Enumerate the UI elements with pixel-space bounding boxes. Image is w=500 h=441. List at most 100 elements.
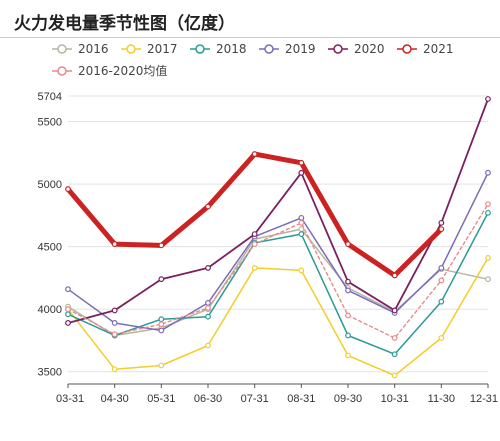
legend: 2016 2017 2018 2019 2020 2021 2016-2020均值 — [52, 42, 454, 78]
legend-label: 2017 — [147, 42, 178, 56]
x-tick-label: 08-31 — [287, 393, 315, 405]
data-point — [485, 201, 491, 207]
data-point — [205, 305, 211, 311]
x-tick-label: 07-31 — [241, 393, 269, 405]
x-tick-label: 10-31 — [381, 393, 409, 405]
data-point — [438, 226, 445, 233]
data-point — [65, 311, 71, 318]
x-tick-label: 09-30 — [334, 393, 362, 405]
y-tick-label: 4000 — [38, 304, 62, 316]
y-tick-label: 5500 — [38, 117, 62, 129]
series-line — [67, 98, 489, 324]
series-line — [65, 151, 444, 278]
legend-item[interactable]: 2018 — [190, 42, 247, 56]
data-point — [298, 159, 305, 166]
data-point — [345, 312, 351, 319]
data-point — [205, 265, 211, 271]
data-point — [345, 352, 351, 359]
x-tick-label: 12-31 — [470, 393, 498, 405]
x-tick-label: 06-30 — [194, 393, 222, 405]
data-point — [345, 287, 351, 294]
data-point — [111, 331, 118, 338]
y-tick-label: 5704 — [38, 91, 62, 103]
legend-swatch-marker — [57, 66, 67, 76]
data-point — [485, 209, 491, 216]
data-point — [298, 267, 305, 274]
data-point — [205, 300, 211, 306]
legend-label: 2016 — [78, 42, 109, 56]
series-lines — [65, 96, 491, 379]
legend-item[interactable]: 2020 — [328, 42, 385, 56]
legend-item[interactable]: 2017 — [121, 42, 178, 56]
legend-swatch-marker — [126, 44, 136, 54]
legend-label: 2016-2020均值 — [78, 63, 167, 78]
data-point — [438, 219, 445, 226]
series-line — [67, 203, 489, 339]
data-point — [391, 351, 398, 358]
legend-swatch-marker — [57, 44, 67, 54]
axes: 3500 4000 4500 5000 5500 5704 03-31 04-30 05-31 0… — [38, 91, 498, 405]
data-point — [65, 306, 71, 313]
data-point — [158, 316, 165, 323]
data-point — [65, 286, 71, 293]
series-2016-2020均值 — [65, 201, 491, 341]
data-point — [485, 276, 491, 283]
data-point — [485, 169, 491, 176]
legend-swatch-marker — [333, 44, 343, 54]
y-tick-label: 5000 — [38, 179, 62, 191]
data-point — [158, 242, 165, 249]
data-point — [251, 151, 258, 157]
data-point — [111, 307, 118, 314]
data-point — [391, 272, 398, 279]
legend-label: 2021 — [423, 42, 454, 56]
legend-item[interactable]: 2019 — [259, 42, 316, 56]
data-point — [111, 366, 118, 373]
data-point — [391, 335, 398, 341]
series-line — [67, 172, 489, 332]
data-point — [205, 203, 211, 210]
data-point — [298, 219, 305, 226]
chart-title: 火力发电量季节性图（亿度） — [14, 14, 235, 34]
legend-swatch-marker — [264, 44, 274, 54]
data-point — [251, 231, 258, 238]
y-tick-label: 3500 — [38, 367, 62, 379]
data-point — [158, 276, 165, 283]
data-point — [65, 320, 71, 326]
legend-item[interactable]: 2016 — [52, 42, 109, 56]
data-point — [65, 186, 71, 192]
series-2021 — [65, 151, 445, 279]
data-point — [345, 241, 351, 248]
data-point — [205, 342, 211, 349]
series-2019 — [65, 169, 491, 334]
data-point — [111, 320, 118, 326]
legend-label: 2018 — [216, 42, 247, 56]
series-2017 — [65, 254, 491, 379]
data-point — [438, 265, 445, 271]
data-point — [251, 265, 258, 271]
legend-item[interactable]: 2021 — [397, 42, 454, 56]
data-point — [345, 332, 351, 339]
data-point — [158, 362, 165, 369]
data-point — [158, 327, 165, 334]
legend-label: 2020 — [354, 42, 385, 56]
data-point — [298, 231, 305, 238]
data-point — [391, 307, 398, 314]
legend-swatch-marker — [195, 44, 205, 54]
legend-swatch-marker — [402, 44, 412, 54]
data-point — [158, 321, 165, 328]
data-point — [205, 313, 211, 320]
legend-item[interactable]: 2016-2020均值 — [52, 63, 167, 78]
x-tick-label: 05-31 — [147, 393, 175, 405]
data-point — [298, 214, 305, 221]
y-tick-label: 4500 — [38, 242, 62, 254]
data-point — [438, 335, 445, 341]
x-tick-label: 11-30 — [428, 393, 455, 405]
data-point — [345, 278, 351, 285]
x-tick-label: 04-30 — [101, 393, 129, 405]
series-2020 — [65, 96, 491, 326]
data-point — [438, 277, 445, 284]
legend-label: 2019 — [285, 42, 316, 56]
data-point — [485, 96, 491, 102]
data-point — [111, 241, 118, 248]
